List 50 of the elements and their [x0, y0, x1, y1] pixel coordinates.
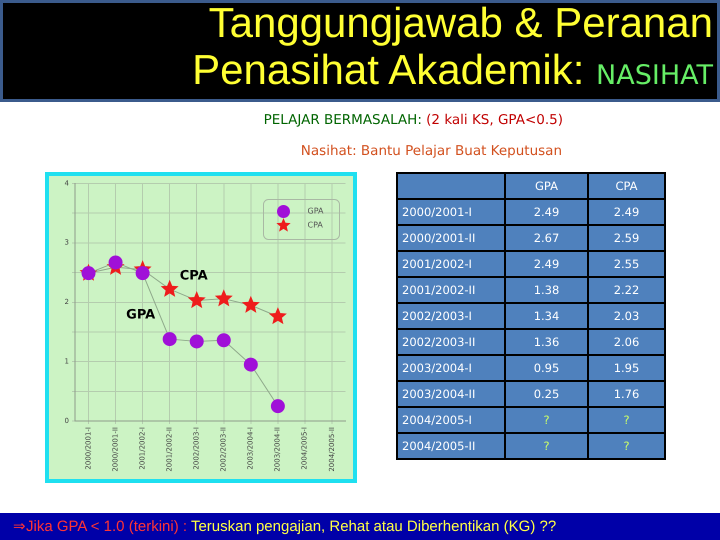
data-label: 1.34	[505, 303, 588, 329]
data-label: 2.49	[505, 199, 588, 225]
data-label: 2.59	[588, 225, 665, 251]
point	[216, 333, 231, 348]
text: CPA	[180, 268, 208, 284]
data-label: 0.25	[505, 381, 588, 407]
point	[270, 308, 286, 324]
legend-label: GPA	[308, 206, 324, 216]
point	[188, 292, 205, 308]
data-label: 0.95	[505, 355, 588, 381]
text: ⇒Jika GPA < 1.0 (terkini) : Teruskan pengajian, Rehat atau Diberhentikan (KG) ??	[13, 518, 556, 535]
data-label: 1.95	[588, 355, 665, 381]
category-label: 2001/2002-I	[397, 251, 505, 277]
data-label: 2.49	[505, 251, 588, 277]
category-label: 2002/2003-I	[397, 303, 505, 329]
category-label: 2003/2004-II	[397, 381, 505, 407]
point	[216, 290, 232, 306]
data-label: ?	[588, 407, 665, 433]
data-label: 2.22	[588, 277, 665, 303]
point	[161, 280, 178, 296]
text: Nasihat: Bantu Pelajar Buat Keputusan	[300, 143, 562, 159]
data-label: ?	[505, 407, 588, 433]
category-label: 2002/2003-II	[397, 329, 505, 355]
legend-label: CPA	[308, 220, 324, 230]
point	[108, 255, 123, 270]
point	[162, 332, 177, 346]
text: PELAJAR BERMASALAH: (2 kali KS, GPA<0.5)	[264, 112, 563, 128]
category-label: 2001/2002-II	[397, 277, 505, 303]
point	[244, 358, 258, 372]
data-label: ?	[505, 433, 588, 459]
data-label: 1.36	[505, 329, 588, 355]
data-label: 2.67	[505, 225, 588, 251]
data-label: 1.76	[588, 381, 665, 407]
category-label: 2004/2005-I	[397, 407, 505, 433]
series-label: GPA	[505, 173, 588, 199]
data-label: 2.03	[588, 303, 665, 329]
data-label: 2.49	[588, 199, 665, 225]
series-label: CPA	[588, 173, 665, 199]
point	[190, 334, 204, 348]
category-label: 2003/2004-I	[397, 355, 505, 381]
point	[242, 296, 260, 312]
data-label: 2.06	[588, 329, 665, 355]
category-label: 2000/2001-I	[397, 199, 505, 225]
data-label: 2.55	[588, 251, 665, 277]
category-label: 2000/2001-II	[397, 225, 505, 251]
text: GPA	[126, 307, 156, 322]
data-label: ?	[588, 433, 665, 459]
text: Tanggungjawab & Peranan Penasihat Akademik: NASIHAT	[192, 0, 713, 93]
point	[270, 399, 285, 414]
data-label: 1.38	[505, 277, 588, 303]
